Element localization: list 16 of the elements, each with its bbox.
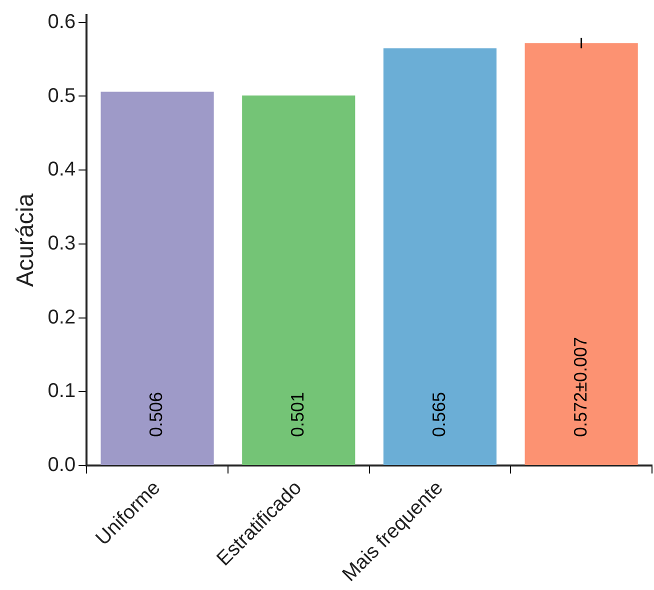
data-label: 0.565 xyxy=(428,392,449,437)
y-tick-label: 0.4 xyxy=(48,158,76,181)
bar xyxy=(242,95,356,465)
bar xyxy=(524,43,638,465)
data-label: 0.506 xyxy=(146,392,166,437)
y-tick-label: 0.2 xyxy=(48,306,76,328)
y-tick-label: 0.0 xyxy=(48,454,76,476)
y-tick-label: 0.6 xyxy=(48,10,76,33)
bar xyxy=(383,48,497,465)
y-axis-title: Acurácia xyxy=(12,192,40,287)
y-tick-label: 0.1 xyxy=(48,380,76,402)
data-label: 0.501 xyxy=(288,392,308,437)
y-tick-label: 0.3 xyxy=(48,232,76,254)
y-tick-label: 0.5 xyxy=(48,84,76,107)
data-label: 0.572±0.007 xyxy=(570,337,590,437)
bar xyxy=(100,92,214,465)
